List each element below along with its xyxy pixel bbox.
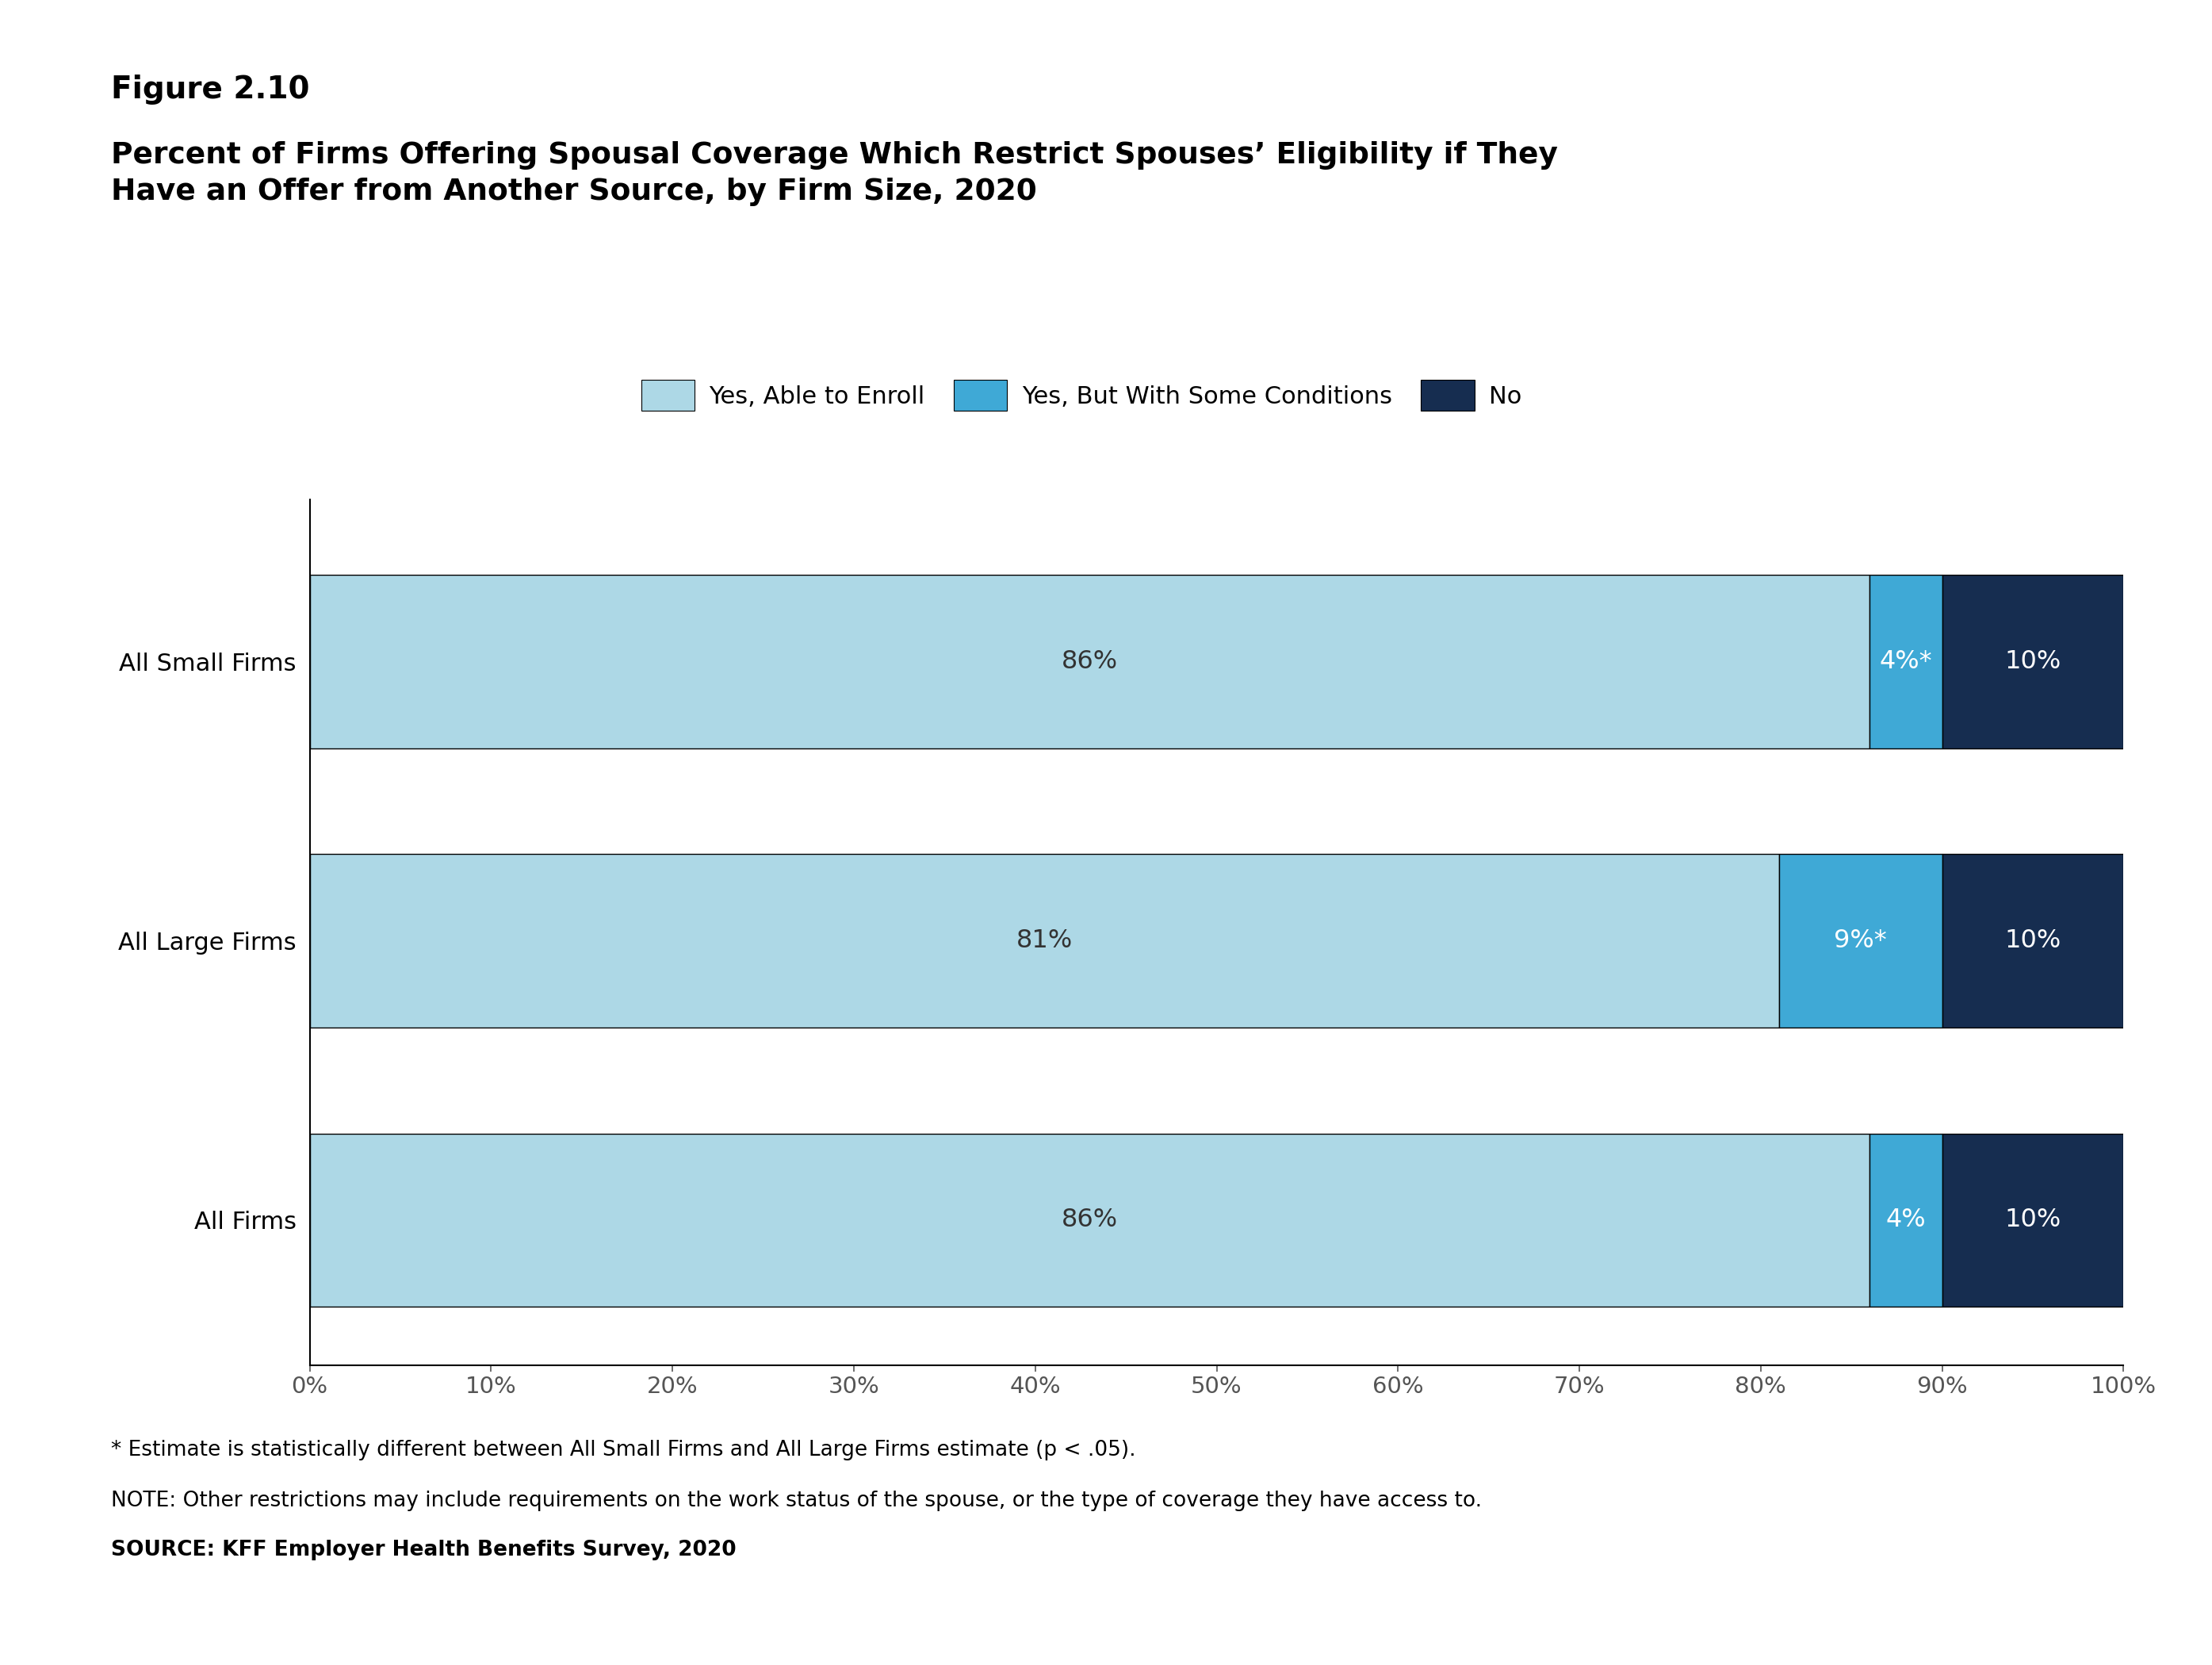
Text: 81%: 81% — [1015, 929, 1073, 952]
Text: Figure 2.10: Figure 2.10 — [111, 75, 310, 105]
Text: NOTE: Other restrictions may include requirements on the work status of the spou: NOTE: Other restrictions may include req… — [111, 1490, 1482, 1510]
Text: 4%: 4% — [1887, 1207, 1927, 1232]
Bar — [1869, 574, 1942, 748]
Text: 86%: 86% — [1062, 649, 1117, 674]
Bar — [1778, 854, 1942, 1027]
Text: * Estimate is statistically different between All Small Firms and All Large Firm: * Estimate is statistically different be… — [111, 1440, 1135, 1460]
Text: 10%: 10% — [2004, 929, 2062, 952]
Bar — [1942, 854, 2124, 1027]
Bar — [310, 574, 1869, 748]
Text: 10%: 10% — [2004, 1207, 2062, 1232]
Bar — [310, 854, 1778, 1027]
Text: Percent of Firms Offering Spousal Coverage Which Restrict Spouses’ Eligibility i: Percent of Firms Offering Spousal Covera… — [111, 142, 1557, 206]
Text: 10%: 10% — [2004, 649, 2062, 674]
Bar — [1942, 1134, 2124, 1307]
Bar — [1942, 574, 2124, 748]
Legend: Yes, Able to Enroll, Yes, But With Some Conditions, No: Yes, Able to Enroll, Yes, But With Some … — [630, 370, 1531, 421]
Text: 9%*: 9%* — [1834, 929, 1887, 952]
Bar — [310, 1134, 1869, 1307]
Text: 4%*: 4%* — [1880, 649, 1933, 674]
Bar — [1869, 1134, 1942, 1307]
Text: 86%: 86% — [1062, 1207, 1117, 1232]
Text: SOURCE: KFF Employer Health Benefits Survey, 2020: SOURCE: KFF Employer Health Benefits Sur… — [111, 1540, 737, 1560]
